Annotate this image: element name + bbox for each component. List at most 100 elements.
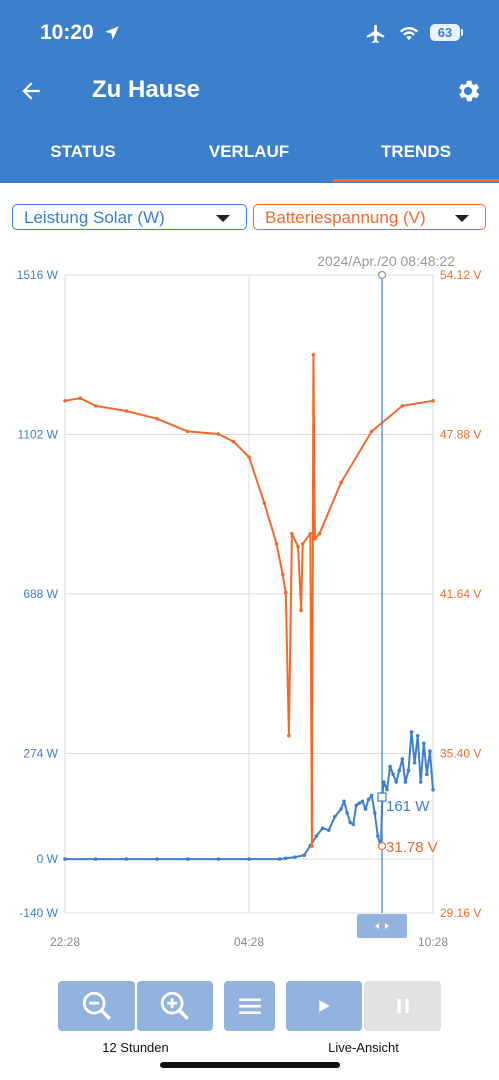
chart-cursor[interactable] xyxy=(357,270,407,939)
cursor-top-handle xyxy=(377,270,387,280)
battery-point xyxy=(262,501,267,505)
y-right-tick-label: 29.16 V xyxy=(440,906,481,920)
zoom-out-icon xyxy=(82,991,111,1020)
page-title: Zu Hause xyxy=(92,76,201,103)
solar-point xyxy=(342,799,346,804)
cursor-solar-marker xyxy=(377,792,387,802)
y-left-tick-label: 1102 W xyxy=(18,428,59,442)
battery-point xyxy=(231,439,236,444)
back-arrow-icon[interactable] xyxy=(18,78,44,104)
solar-point xyxy=(360,799,365,804)
solar-point xyxy=(277,857,282,861)
battery-tip xyxy=(461,29,463,36)
battery-point xyxy=(280,572,285,577)
battery-point xyxy=(155,416,159,421)
battery-point xyxy=(310,844,314,848)
battery-point xyxy=(247,455,251,459)
solar-point xyxy=(351,822,356,827)
tab-trends[interactable]: TRENDS xyxy=(381,142,451,161)
solar-point xyxy=(185,857,190,861)
battery-point xyxy=(63,398,67,403)
chevron-down-icon xyxy=(216,215,230,222)
play-button[interactable] xyxy=(286,981,362,1031)
battery-point xyxy=(339,480,343,485)
active-tab-indicator xyxy=(333,179,499,182)
battery-metric-select[interactable]: Batteriespannung (V) xyxy=(253,204,486,230)
tab-verlauf[interactable]: VERLAUF xyxy=(208,142,290,161)
solar-point xyxy=(155,857,159,861)
solar-point xyxy=(425,772,429,777)
cursor-battery-value: 31.78 V xyxy=(386,839,438,856)
solar-point xyxy=(363,807,368,811)
solar-point xyxy=(372,811,377,815)
home-indicator xyxy=(160,1062,340,1068)
solar-point xyxy=(391,772,395,777)
menu-button[interactable] xyxy=(224,981,275,1031)
battery-indicator: 63 xyxy=(430,24,460,41)
battery-point xyxy=(274,542,279,546)
zoom-in-icon xyxy=(160,991,189,1020)
x-tick-label: 04:28 xyxy=(234,935,264,949)
cursor-drag-handle[interactable] xyxy=(357,914,407,938)
solar-point xyxy=(63,857,67,861)
battery-point xyxy=(216,432,221,436)
trend-chart[interactable]: 1516 W 1102 W 688 W 274 W 0 W -140 W 54.12 V 47… xyxy=(0,240,499,960)
solar-point xyxy=(385,787,389,792)
chart-grid xyxy=(64,274,434,914)
pause-button[interactable] xyxy=(364,981,441,1031)
solar-point xyxy=(382,780,386,784)
tab-status[interactable]: STATUS xyxy=(50,142,116,161)
menu-icon xyxy=(238,998,261,1015)
solar-point xyxy=(394,780,399,784)
solar-metric-select[interactable]: Leistung Solar (W) xyxy=(12,204,247,230)
solar-point xyxy=(284,856,288,861)
solar-point xyxy=(403,780,408,784)
battery-point xyxy=(311,352,316,357)
solar-point xyxy=(415,733,420,738)
app-header: 10:20 63 Zu Hause STATUS VERLAUF TRENDS xyxy=(0,0,499,183)
y-right-tick-label: 54.12 V xyxy=(440,268,481,282)
battery-metric-select-value: Batteriespannung (V) xyxy=(265,208,426,227)
solar-point xyxy=(339,807,343,811)
solar-point xyxy=(376,834,380,838)
battery-point xyxy=(296,544,300,549)
battery-point xyxy=(313,536,317,541)
y-left-tick-label: 0 W xyxy=(37,852,59,866)
cursor-solar-value: 161 W xyxy=(386,798,430,815)
solar-point xyxy=(293,855,297,859)
solar-point xyxy=(124,857,129,861)
solar-point xyxy=(400,757,405,761)
solar-point xyxy=(314,834,319,838)
solar-point xyxy=(354,803,359,807)
battery-point xyxy=(93,404,98,408)
battery-point xyxy=(185,429,190,434)
solar-point xyxy=(93,857,98,861)
solar-point xyxy=(326,828,331,832)
zoom-out-button[interactable] xyxy=(58,981,135,1031)
gear-icon[interactable] xyxy=(454,77,482,105)
solar-point xyxy=(320,826,325,831)
zoom-in-button[interactable] xyxy=(137,981,213,1031)
solar-point xyxy=(422,741,426,746)
solar-point xyxy=(345,811,349,815)
y-right-tick-label: 35.40 V xyxy=(440,747,481,761)
y-left-tick-label: -140 W xyxy=(19,906,58,920)
chart-labels: 1516 W 1102 W 688 W 274 W 0 W -140 W 54.12 V 47… xyxy=(17,253,482,949)
chevron-down-icon xyxy=(455,215,469,222)
y-right-tick-label: 41.64 V xyxy=(440,587,481,601)
solar-point xyxy=(366,797,371,802)
battery-point xyxy=(317,531,322,536)
play-icon xyxy=(319,1000,330,1012)
solar-point xyxy=(431,787,435,792)
battery-point xyxy=(290,531,294,536)
battery-point xyxy=(284,590,288,595)
battery-point xyxy=(300,542,305,546)
zoom-range-label: 12 Stunden xyxy=(102,1040,169,1055)
solar-metric-select-value: Leistung Solar (W) xyxy=(24,208,165,227)
battery-point xyxy=(124,409,129,413)
x-tick-label: 22:28 xyxy=(50,935,80,949)
solar-point xyxy=(333,814,337,819)
solar-point xyxy=(302,853,307,858)
location-arrow-icon xyxy=(105,26,119,40)
y-left-tick-label: 1516 W xyxy=(17,268,59,282)
